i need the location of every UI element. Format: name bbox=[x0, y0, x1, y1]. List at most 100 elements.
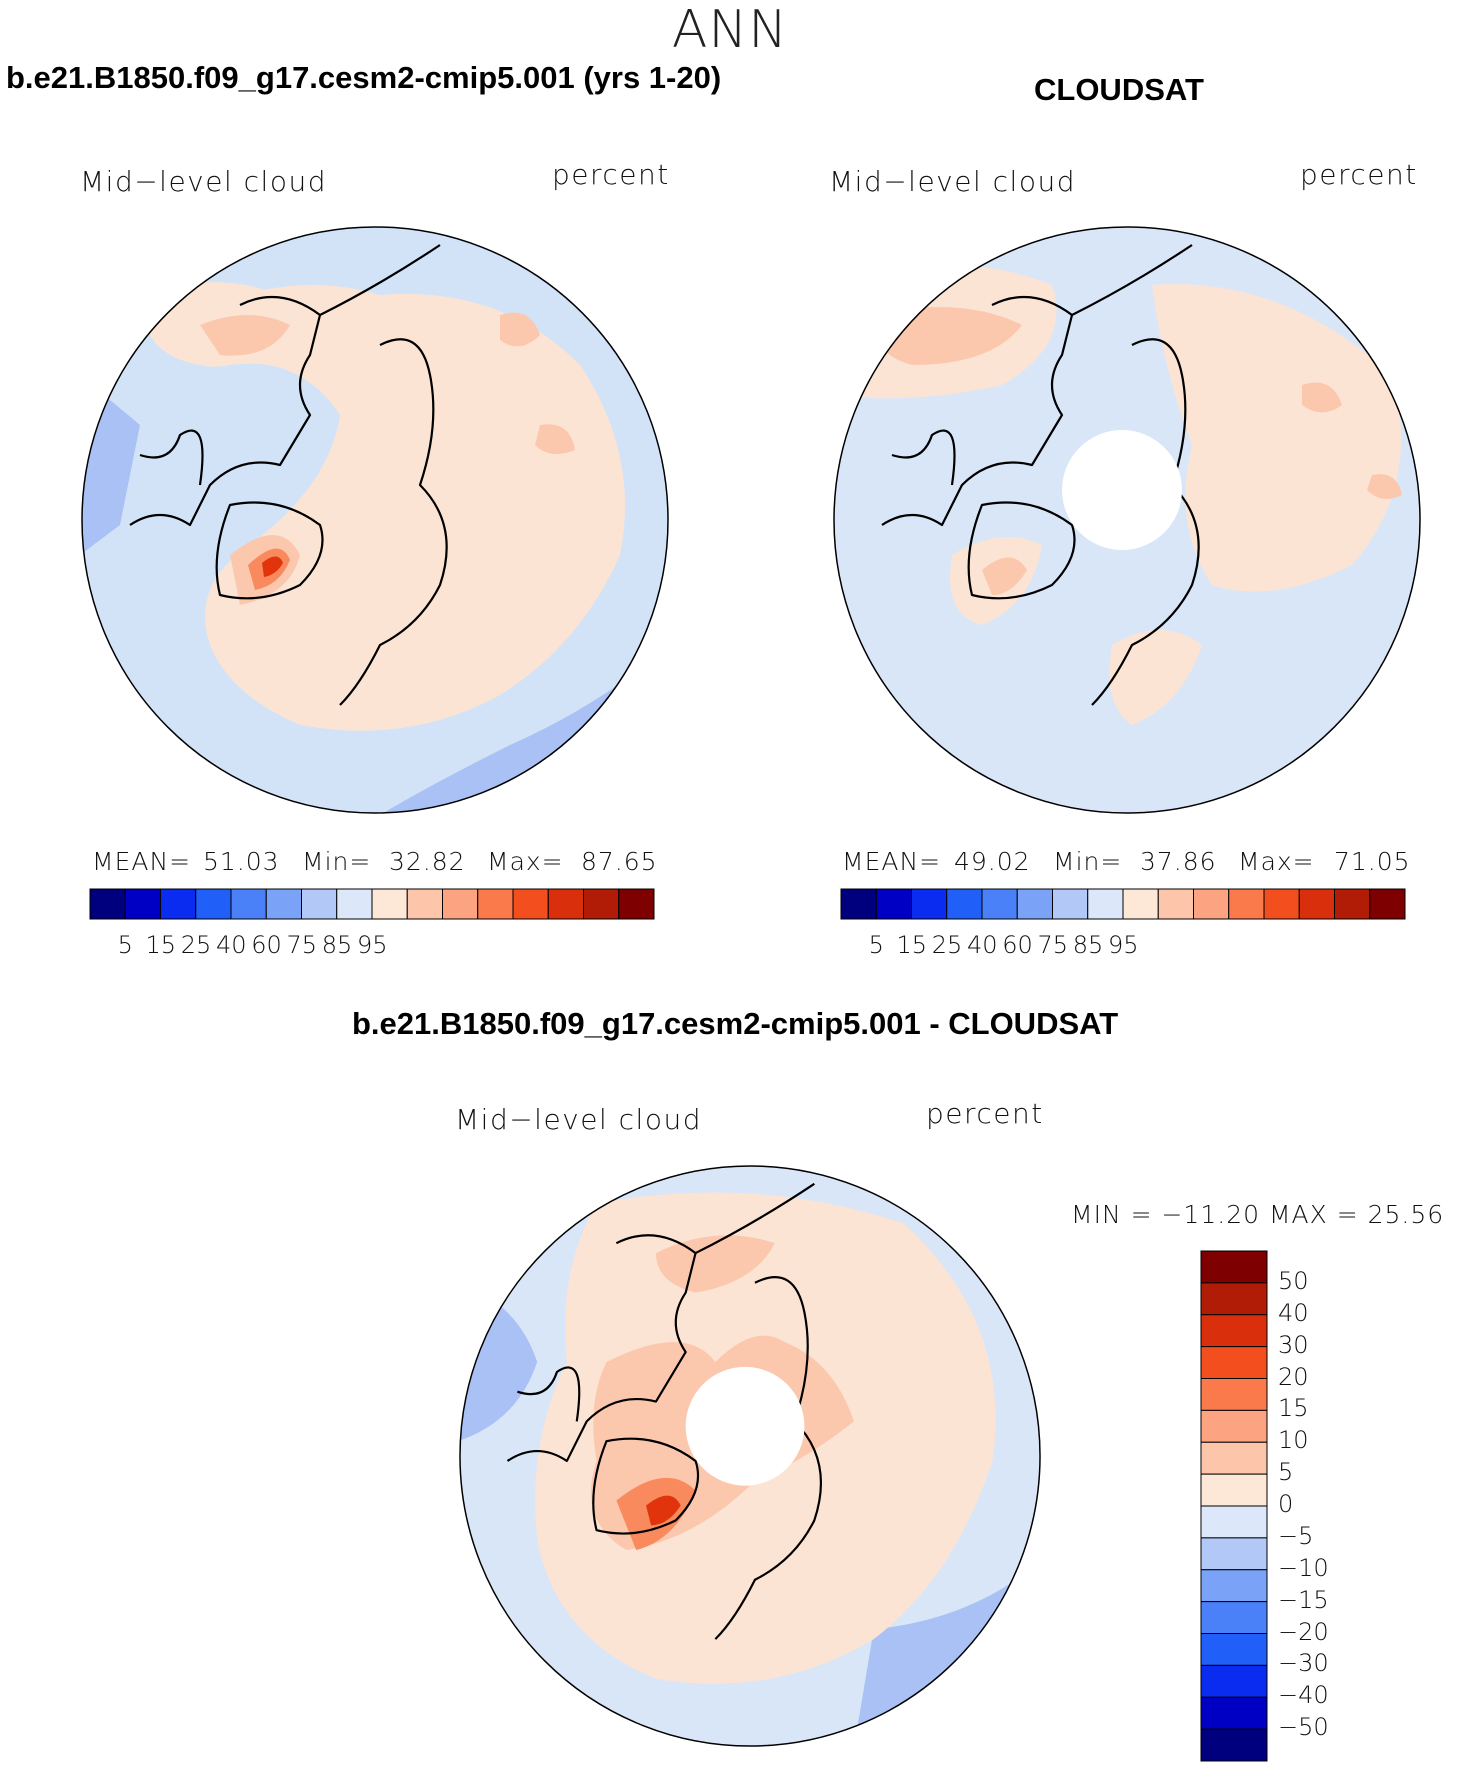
diff-colorbar-tick-label: −20 bbox=[1278, 1617, 1329, 1646]
diff-map-border bbox=[459, 1165, 1041, 1747]
obs-min-value: 37.86 bbox=[1140, 847, 1217, 876]
obs-map-border bbox=[833, 226, 1421, 814]
colorbar-swatch bbox=[1263, 888, 1300, 920]
diff-colorbar-swatch bbox=[1200, 1314, 1268, 1348]
diff-colorbar-swatch bbox=[1200, 1601, 1268, 1634]
colorbar-tick-label: 95 bbox=[357, 931, 388, 959]
model-max-label: Max= bbox=[487, 847, 564, 876]
colorbar-swatch bbox=[1193, 888, 1230, 920]
colorbar-swatch bbox=[911, 888, 948, 920]
colorbar-swatch bbox=[1016, 888, 1053, 920]
model-colorbar bbox=[89, 888, 655, 920]
obs-warm-mid-patch-2 bbox=[1367, 474, 1402, 499]
colorbar-swatch bbox=[840, 888, 877, 920]
colorbar-tick-label: 40 bbox=[216, 931, 247, 959]
diff-colorbar-tick-label: 20 bbox=[1278, 1362, 1309, 1391]
model-warm-mid-siberia bbox=[200, 315, 290, 356]
colorbar-tick-label: 15 bbox=[145, 931, 177, 959]
diff-panel-title: b.e21.B1850.f09_g17.cesm2-cmip5.001 - CL… bbox=[352, 1006, 1119, 1041]
colorbar-swatch bbox=[1298, 888, 1335, 920]
diff-colorbar-swatch bbox=[1200, 1409, 1268, 1443]
model-warm-region-main bbox=[170, 285, 625, 731]
colorbar-tick-label: 85 bbox=[1072, 931, 1104, 959]
model-mean-value: 51.03 bbox=[203, 847, 280, 876]
colorbar-tick-label: 75 bbox=[286, 931, 318, 959]
diff-colorbar-tick-label: 50 bbox=[1278, 1266, 1309, 1295]
obs-warm-mid-patch-1 bbox=[1302, 382, 1342, 413]
colorbar-swatch bbox=[1157, 888, 1194, 920]
colorbar-tick-label: 25 bbox=[180, 931, 212, 959]
diff-colorbar-swatch bbox=[1200, 1250, 1268, 1284]
colorbar-swatch bbox=[371, 888, 408, 920]
colorbar-swatch bbox=[583, 888, 620, 920]
diff-colorbar bbox=[1200, 1250, 1268, 1762]
obs-coastline-1 bbox=[881, 295, 1074, 527]
model-units-label: percent bbox=[552, 158, 670, 191]
colorbar-swatch bbox=[618, 888, 655, 920]
colorbar-swatch bbox=[301, 888, 338, 920]
diff-colorbar-tick-label: −10 bbox=[1278, 1553, 1329, 1582]
diff-coastline-1 bbox=[506, 1234, 697, 1463]
diff-polar-data-gap bbox=[685, 1366, 805, 1486]
diff-colorbar-tick-label: 15 bbox=[1278, 1394, 1309, 1423]
diff-colorbar-tick-label: −40 bbox=[1278, 1681, 1329, 1710]
model-variable-label: Mid−level cloud bbox=[80, 165, 327, 198]
diff-colorbar-swatch bbox=[1200, 1664, 1268, 1698]
obs-max-value: 71.05 bbox=[1334, 847, 1411, 876]
diff-coastline-2 bbox=[695, 1182, 822, 1640]
diff-colorbar-tick-label: 30 bbox=[1278, 1330, 1309, 1359]
colorbar-swatch bbox=[981, 888, 1018, 920]
diff-colorbar-swatch bbox=[1200, 1728, 1268, 1762]
diff-colorbar-tick-label: −5 bbox=[1278, 1521, 1314, 1550]
diff-colorbar-tick-label: 40 bbox=[1278, 1298, 1309, 1327]
model-warm-mid-patch-2 bbox=[535, 424, 575, 454]
diff-minmax-text: MIN = −11.20 MAX = 25.56 bbox=[1071, 1200, 1445, 1229]
colorbar-swatch bbox=[336, 888, 373, 920]
diff-colorbar-swatch bbox=[1200, 1473, 1268, 1507]
colorbar-tick-label: 5 bbox=[868, 931, 884, 959]
colorbar-swatch bbox=[1334, 888, 1371, 920]
colorbar-swatch bbox=[1122, 888, 1159, 920]
obs-warm-mid-greenland bbox=[982, 557, 1027, 595]
colorbar-swatch bbox=[1228, 888, 1265, 920]
model-min-label: Min= bbox=[302, 847, 372, 876]
colorbar-swatch bbox=[1052, 888, 1089, 920]
colorbar-swatch bbox=[1369, 888, 1406, 920]
model-max-value: 87.65 bbox=[581, 847, 658, 876]
diff-variable-label: Mid−level cloud bbox=[455, 1103, 702, 1136]
figure-title: ANN bbox=[671, 0, 789, 60]
diff-colorbar-tick-label: −30 bbox=[1278, 1649, 1329, 1678]
colorbar-tick-label: 25 bbox=[931, 931, 963, 959]
colorbar-tick-label: 40 bbox=[967, 931, 998, 959]
diff-colorbar-swatch bbox=[1200, 1378, 1268, 1411]
colorbar-tick-label: 85 bbox=[321, 931, 353, 959]
model-map-border bbox=[81, 226, 669, 814]
obs-polar-map bbox=[833, 226, 1421, 814]
colorbar-tick-label: 5 bbox=[117, 931, 133, 959]
colorbar-swatch bbox=[946, 888, 983, 920]
obs-max-label: Max= bbox=[1238, 847, 1315, 876]
colorbar-swatch bbox=[230, 888, 267, 920]
diff-colorbar-swatch bbox=[1200, 1346, 1268, 1379]
diff-warm-mid-north bbox=[655, 1235, 775, 1293]
colorbar-swatch bbox=[442, 888, 479, 920]
colorbar-swatch bbox=[477, 888, 514, 920]
diff-colorbar-swatch bbox=[1200, 1537, 1268, 1571]
colorbar-swatch bbox=[124, 888, 161, 920]
obs-variable-label: Mid−level cloud bbox=[829, 165, 1076, 198]
colorbar-tick-label: 75 bbox=[1037, 931, 1069, 959]
diff-coastline-3 bbox=[517, 1366, 581, 1422]
model-min-value: 32.82 bbox=[389, 847, 466, 876]
obs-coastline-3 bbox=[891, 429, 956, 486]
colorbar-swatch bbox=[1087, 888, 1124, 920]
model-mean-label: MEAN= bbox=[92, 847, 192, 876]
diff-colorbar-swatch bbox=[1200, 1633, 1268, 1666]
diff-colorbar-swatch bbox=[1200, 1505, 1268, 1539]
colorbar-swatch bbox=[160, 888, 197, 920]
obs-units-label: percent bbox=[1300, 158, 1418, 191]
colorbar-swatch bbox=[265, 888, 302, 920]
diff-units-label: percent bbox=[926, 1097, 1044, 1130]
diff-colorbar-tick-label: −50 bbox=[1278, 1713, 1329, 1742]
model-warm-peak-greenland bbox=[262, 556, 283, 577]
colorbar-swatch bbox=[875, 888, 912, 920]
